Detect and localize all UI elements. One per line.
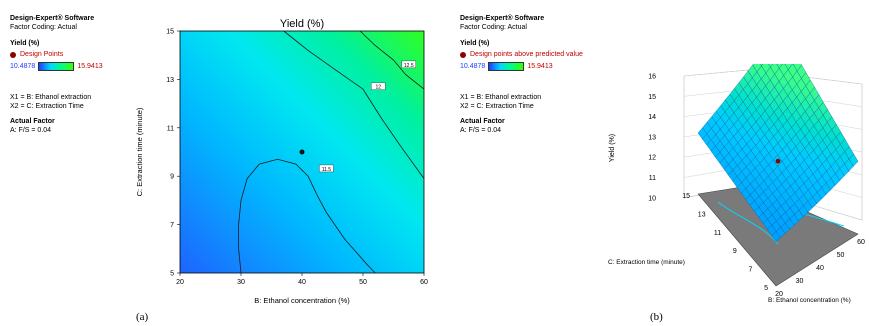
color-scale-bar — [38, 62, 75, 71]
subfigure-label-b: (b) — [650, 311, 663, 323]
z-tick-label: 13 — [648, 134, 656, 141]
x-tick-label: 60 — [857, 239, 865, 246]
contour-line-12-5 — [359, 30, 425, 90]
actual-factor-value: A: F/S = 0.04 — [460, 127, 502, 134]
x2-factor-label: X2 = C: Extraction Time — [460, 103, 534, 110]
design-points-legend-label: Design points above predicted value — [470, 51, 583, 58]
surface-facet — [760, 64, 764, 67]
actual-factor-heading: Actual Factor — [460, 118, 505, 125]
x-tick-label: 50 — [837, 252, 845, 259]
x-tick-label: 30 — [237, 279, 245, 286]
z-tick-label: 10 — [648, 195, 656, 202]
y-tick-label: 5 — [764, 285, 768, 292]
surface-plot: 10 11 12 13 14 15 16 20 30 40 50 60 5 7 9 11 13 15 Yield … — [608, 64, 865, 304]
contour-line-11-5 — [238, 158, 376, 274]
design-points-legend-label: Design Points — [20, 51, 64, 58]
x-tick-label: 50 — [359, 279, 367, 286]
contour-y-axis-label: C: Extraction time (minute) — [135, 107, 144, 196]
z-tick-label: 15 — [648, 94, 656, 101]
y-tick-label: 7 — [170, 222, 174, 229]
z-tick-label: 16 — [648, 74, 656, 81]
contour-label-box — [371, 82, 386, 90]
wall-grid-line — [683, 69, 749, 77]
design-point-legend-marker — [10, 51, 16, 58]
contour-label-box — [319, 164, 334, 173]
contour-line-12 — [283, 30, 425, 179]
y-tick-label: 15 — [166, 29, 174, 36]
contour-label: 12.5 — [404, 63, 414, 69]
floor-contour-line — [717, 201, 779, 245]
color-scale-high: 15.9413 — [527, 63, 553, 70]
right-info-panel: Design-Expert® Software Factor Coding: A… — [460, 14, 583, 135]
y-tick-label: 13 — [166, 77, 174, 84]
software-name: Design-Expert® Software — [10, 15, 95, 22]
x2-factor-label: X2 = C: Extraction Time — [10, 103, 84, 110]
y-tick-label: 11 — [714, 230, 721, 237]
actual-factor-value: A: F/S = 0.04 — [10, 127, 52, 134]
factor-coding: Factor Coding: Actual — [10, 24, 77, 31]
surface-z-axis-label: Yield (%) — [609, 134, 616, 162]
surface-y-axis-label: C: Extraction time (minute) — [608, 259, 685, 266]
y-tick-label: 7 — [748, 267, 752, 274]
x-tick-label: 20 — [775, 291, 783, 298]
y-tick-label: 5 — [170, 271, 174, 278]
x-tick-label: 30 — [796, 278, 804, 285]
design-point-legend-marker — [460, 51, 466, 58]
z-tick-label: 12 — [648, 155, 656, 162]
subfigure-label-a: (a) — [136, 311, 149, 323]
contour-label-box — [401, 60, 416, 69]
y-tick-label: 13 — [698, 211, 706, 218]
surface-facet — [848, 153, 859, 167]
z-tick-label: 11 — [649, 175, 656, 182]
contour-plot: Yield (%) 11.5 12 12.5 20 30 40 50 60 5 7 9 11 13 15… — [135, 18, 428, 305]
x-tick-label: 40 — [298, 279, 306, 286]
factor-coding: Factor Coding: Actual — [460, 24, 527, 31]
x1-factor-label: X1 = B: Ethanol extraction — [10, 94, 92, 101]
z-tick-label: 14 — [648, 114, 656, 121]
response-name: Yield (%) — [10, 40, 40, 47]
actual-factor-heading: Actual Factor — [10, 118, 55, 125]
software-name: Design-Expert® Software — [460, 15, 545, 22]
surface-x-axis-label: B: Ethanol concentration (%) — [768, 297, 851, 304]
y-tick-label: 9 — [733, 248, 737, 255]
x1-factor-label: X1 = B: Ethanol extraction — [460, 94, 542, 101]
contour-label: 12 — [375, 85, 381, 91]
color-scale-bar — [488, 62, 525, 71]
contour-label: 11.5 — [322, 167, 332, 173]
color-scale-low: 10.4878 — [460, 63, 486, 70]
y-tick-label: 9 — [170, 174, 174, 181]
y-tick-label: 11 — [167, 125, 174, 132]
design-point — [775, 158, 781, 164]
surface-facet — [768, 64, 773, 68]
contour-title: Yield (%) — [280, 18, 324, 30]
x-tick-label: 40 — [816, 265, 824, 272]
x-tick-label: 20 — [176, 279, 184, 286]
design-point — [299, 149, 305, 155]
y-tick-label: 15 — [682, 193, 690, 200]
color-scale-high: 15.9413 — [77, 63, 103, 70]
contour-x-axis-label: B: Ethanol concentration (%) — [254, 296, 350, 305]
color-scale-low: 10.4878 — [10, 63, 36, 70]
left-info-panel: Design-Expert® Software Factor Coding: A… — [10, 14, 103, 135]
x-tick-label: 60 — [420, 279, 428, 286]
response-name: Yield (%) — [460, 40, 490, 47]
